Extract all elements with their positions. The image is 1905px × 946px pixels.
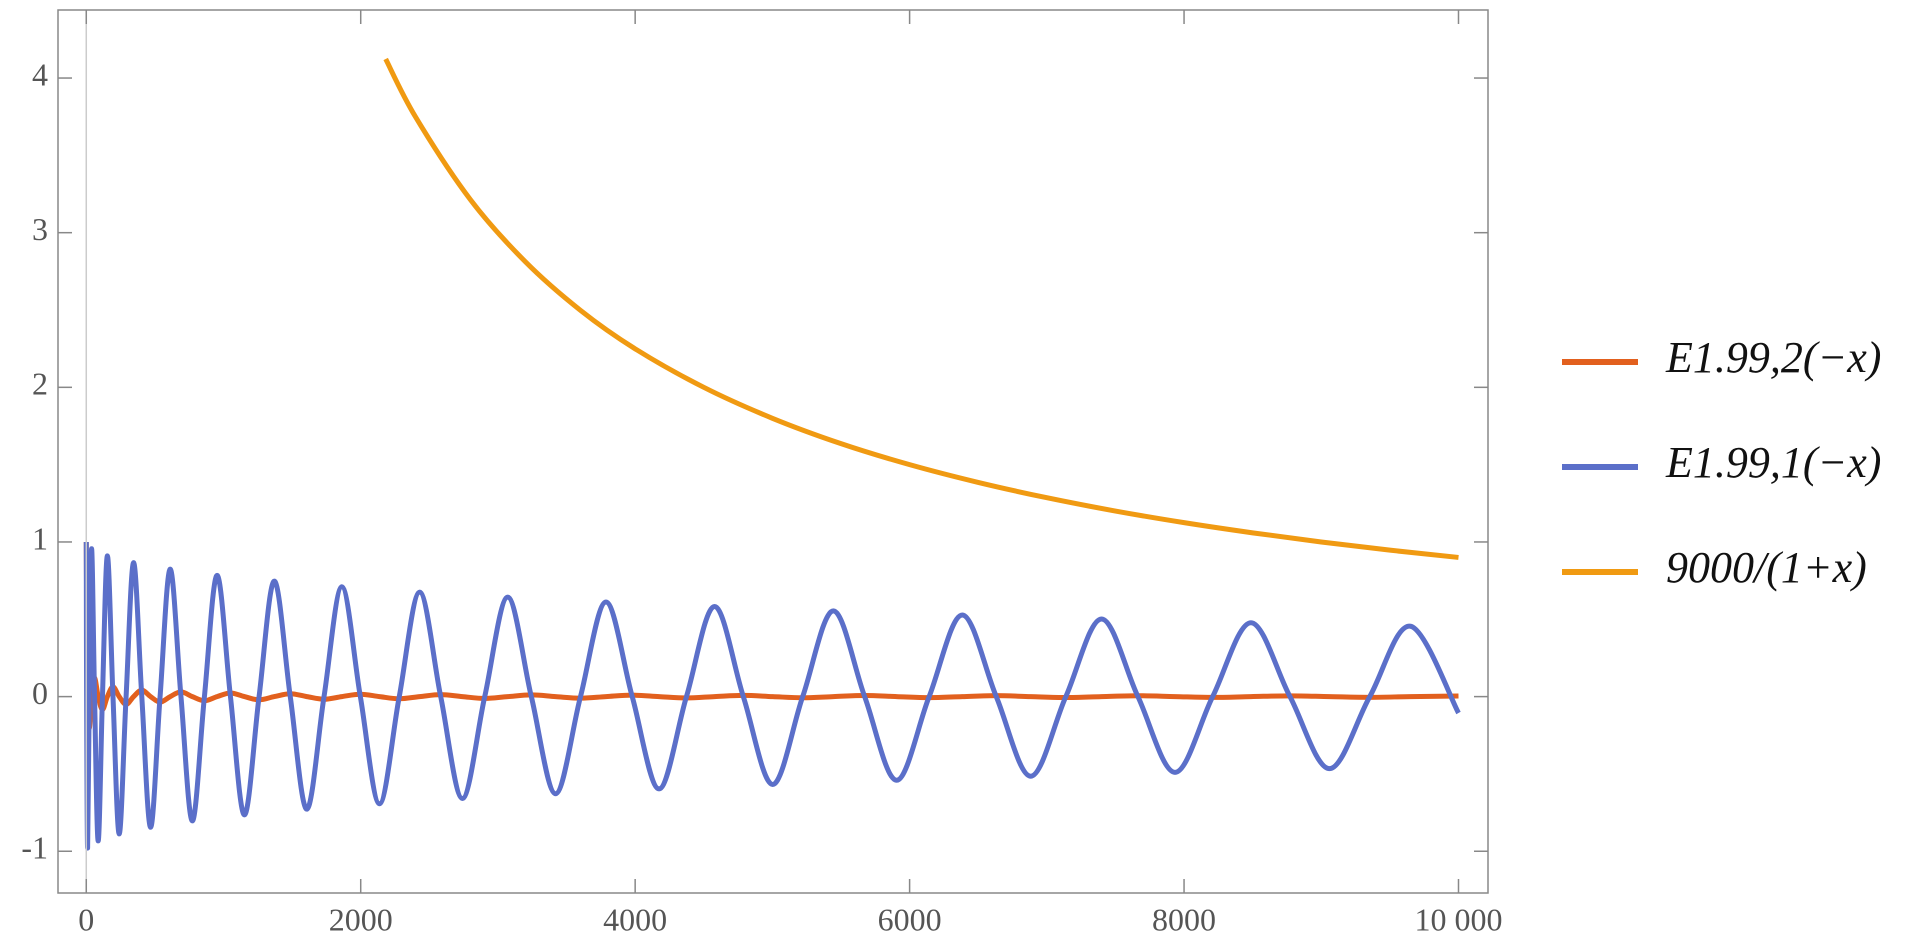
series-line [383,57,1459,560]
y-tick-label: -1 [21,830,48,866]
y-tick-label: 1 [32,520,48,556]
legend-label: E1.99,2(−x) [1665,333,1881,382]
x-tick-label: 0 [78,901,94,937]
y-tick-label: 3 [32,211,48,247]
y-tick-label: 2 [32,366,48,402]
legend-label: 9000/(1+x) [1666,543,1867,592]
legend-label: E1.99,1(−x) [1665,438,1881,487]
x-tick-label: 8000 [1152,901,1216,937]
series-line [83,541,1461,851]
x-tick-label: 6000 [878,901,942,937]
plot-frame [57,9,1489,894]
x-tick-label: 2000 [329,901,393,937]
x-tick-label: 10 000 [1414,901,1502,937]
plot-area [83,57,1461,851]
y-tick-label: 4 [32,56,48,92]
y-tick-label: 0 [32,675,48,711]
x-tick-label: 4000 [603,901,667,937]
